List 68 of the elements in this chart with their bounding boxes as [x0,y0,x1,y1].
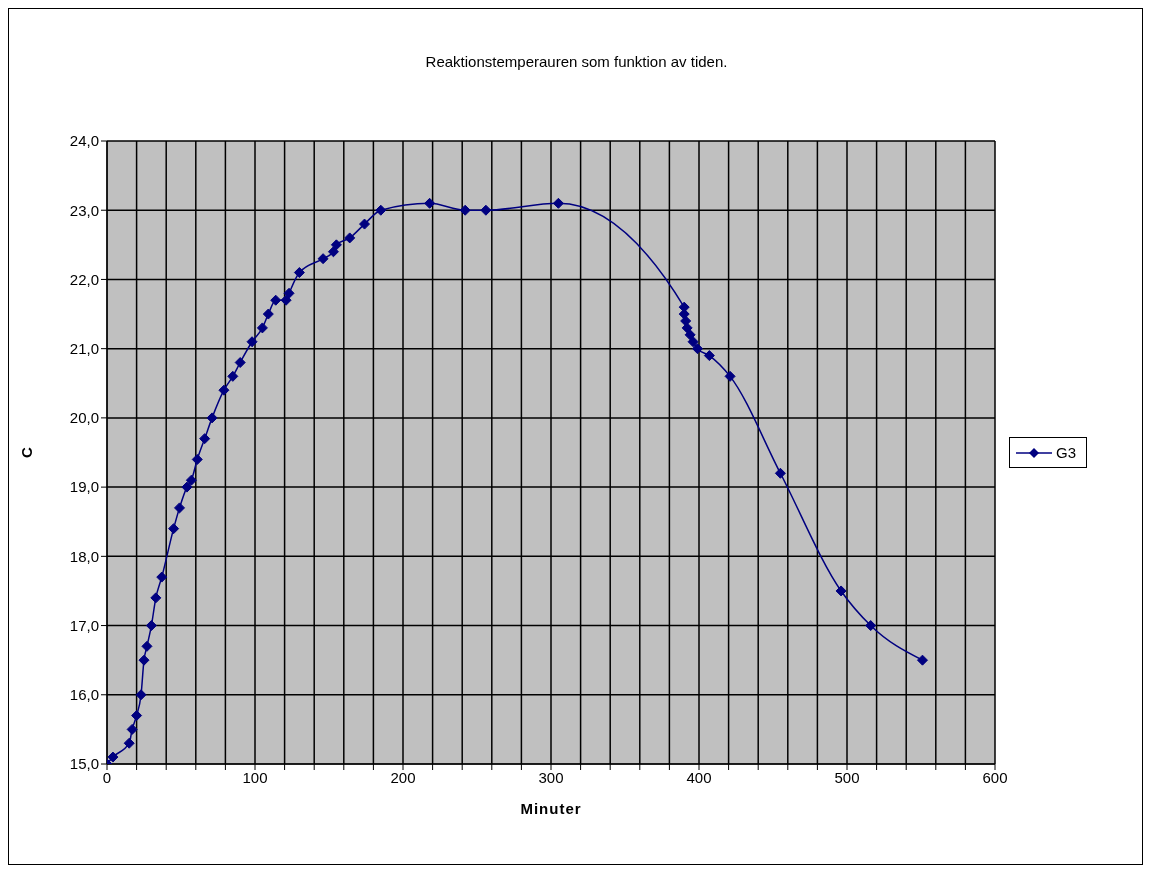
y-tick-label: 15,0 [69,755,99,773]
x-tick-label: 200 [390,768,416,786]
point [359,218,371,230]
point [687,336,699,348]
point [135,689,147,701]
point [692,343,704,355]
point [218,384,230,396]
point [234,357,246,369]
point [916,654,928,666]
point [131,710,143,722]
y-tick-label: 23,0 [69,201,99,219]
point [185,474,197,486]
y-tick-label: 16,0 [69,686,99,704]
y-tick-label: 18,0 [69,547,99,565]
point [865,620,877,632]
point [283,287,295,299]
point [107,751,119,763]
y-tick-label: 21,0 [69,339,99,357]
point [724,370,736,382]
y-tick-label: 20,0 [69,409,99,427]
x-tick-label: 500 [834,768,860,786]
point [262,308,274,320]
point [138,654,150,666]
point [256,322,268,334]
point [246,336,258,348]
point [168,523,180,535]
point [317,253,329,265]
point [126,723,138,735]
point [480,204,492,216]
point [375,204,387,216]
point [293,267,305,279]
point [684,329,696,341]
point [181,481,193,493]
point [145,620,157,632]
y-tick-label: 19,0 [69,478,99,496]
x-axis-title: Minuter [520,800,582,817]
point [774,467,786,479]
point [191,453,203,465]
point [141,640,153,652]
y-tick-label: 24,0 [69,132,99,150]
x-tick-label: 600 [982,768,1008,786]
point [280,294,292,306]
point [344,232,356,244]
point [174,502,186,514]
point [703,350,715,362]
point [270,294,282,306]
x-tick-label: 0 [102,768,112,786]
x-tick-label: 100 [242,768,268,786]
point [681,322,693,334]
y-tick-label: 17,0 [69,616,99,634]
point [330,239,342,251]
point [227,370,239,382]
point [459,204,471,216]
legend-label: G3 [1056,444,1077,461]
point [424,197,436,209]
y-tick-label: 22,0 [69,270,99,288]
point [123,737,135,749]
point [199,433,211,445]
point [150,592,162,604]
point [327,246,339,258]
chart-title: Reaktionstemperauren som funktion av tiden. [424,53,729,70]
y-axis-title: C [18,446,36,458]
point [552,197,564,209]
x-tick-label: 400 [686,768,712,786]
point [156,571,168,583]
point [206,412,218,424]
point [835,585,847,597]
x-tick-label: 300 [538,768,564,786]
